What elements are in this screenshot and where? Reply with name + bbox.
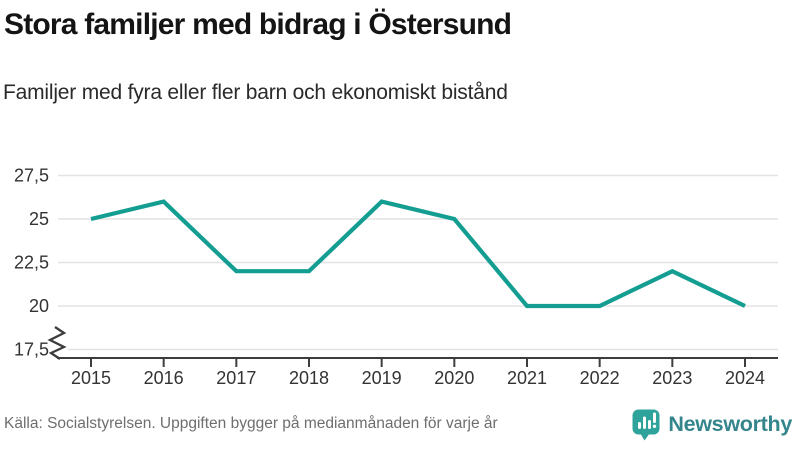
x-tick-label: 2024 [725,368,765,388]
x-tick-label: 2023 [652,368,692,388]
page-title: Stora familjer med bidrag i Östersund [4,8,512,41]
page-subtitle: Familjer med fyra eller fler barn och ek… [3,81,508,104]
footer: Källa: Socialstyrelsen. Uppgiften bygger… [0,404,800,450]
data-line [90,199,746,309]
y-tick-label: 25 [29,209,49,229]
line-chart: 17,5 20 22,5 25 27,5 2015 2016 2017 2018 2019 2020… [14,166,778,388]
x-tick-label: 2021 [507,368,547,388]
newsworthy-wordmark: Newsworthy [668,411,792,436]
x-tick-label: 2017 [216,368,256,388]
x-tick-label: 2020 [434,368,474,388]
axis-break-icon [47,326,67,360]
y-tick-label: 27,5 [14,166,49,186]
newsworthy-logo-icon [632,409,660,440]
x-tick-label: 2019 [362,368,402,388]
newsworthy-logo: Newsworthy [631,408,792,441]
x-tick-label: 2015 [71,368,111,388]
x-tick-label: 2018 [289,368,329,388]
x-tick-label: 2016 [144,368,184,388]
y-tick-label: 17,5 [14,340,49,360]
y-tick-label: 20 [29,296,49,316]
source-text: Källa: Socialstyrelsen. Uppgiften bygger… [4,415,498,432]
x-tick-label: 2022 [580,368,620,388]
y-tick-label: 22,5 [14,253,49,273]
